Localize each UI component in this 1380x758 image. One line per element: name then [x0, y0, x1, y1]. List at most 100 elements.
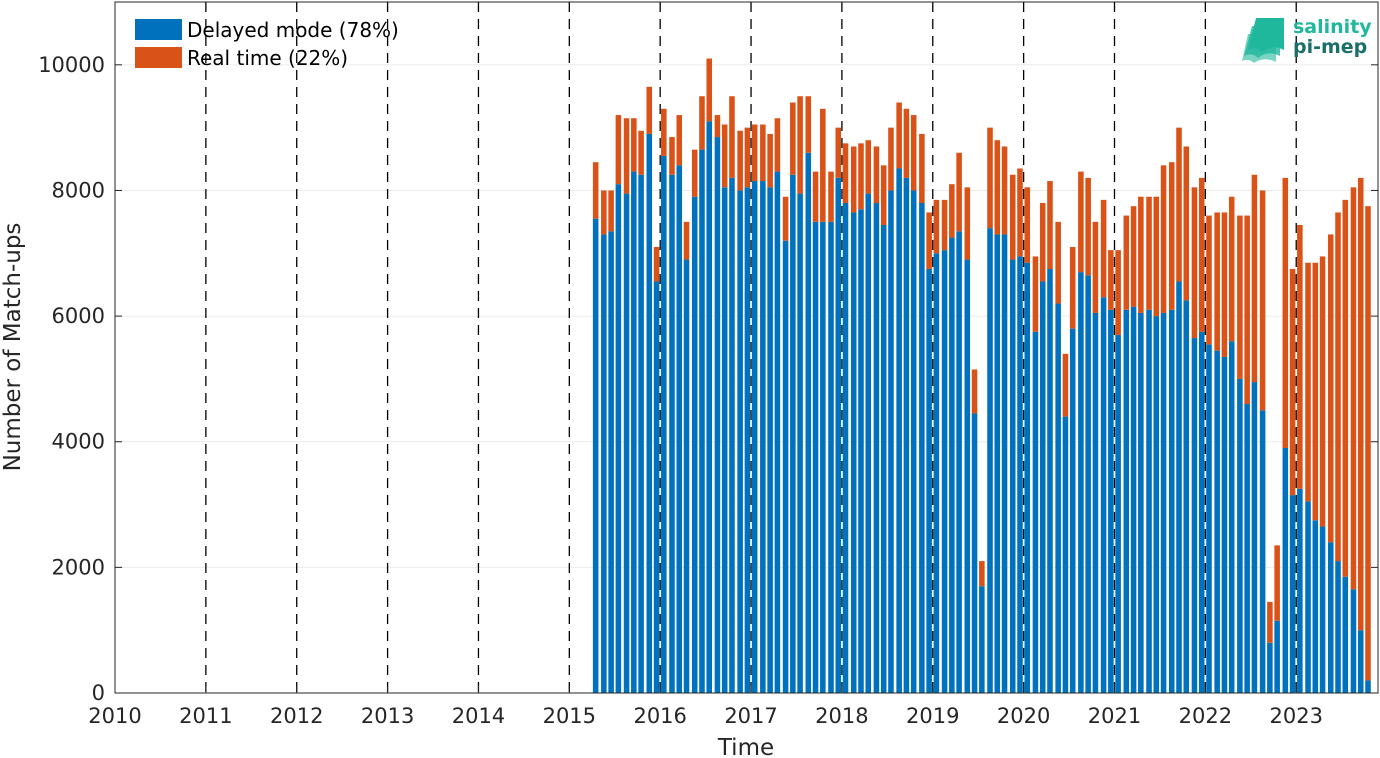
bar-realtime: [706, 58, 713, 122]
bar-delayed: [1130, 306, 1137, 693]
bar-realtime: [1305, 262, 1311, 502]
bar-delayed: [880, 225, 887, 693]
bar-delayed: [1062, 416, 1069, 693]
bar-realtime: [714, 115, 721, 138]
bar-realtime: [865, 140, 872, 194]
bar-realtime: [1357, 177, 1364, 631]
bar-realtime: [842, 143, 849, 204]
bar-realtime: [1168, 162, 1175, 310]
bar-realtime: [850, 146, 857, 213]
bar-realtime: [835, 127, 842, 178]
bar-delayed: [1123, 309, 1130, 693]
bar-delayed: [714, 137, 721, 694]
bar-delayed: [812, 221, 819, 693]
y-tick-label: 10000: [38, 53, 105, 77]
bar-realtime: [1312, 262, 1319, 521]
bar-delayed: [1244, 404, 1250, 693]
y-tick-labels: 0 2000 4000 6000 8000 10000: [38, 53, 105, 705]
bar-realtime: [1055, 221, 1061, 304]
axes: [114, 1, 1379, 694]
bar-delayed: [691, 196, 698, 693]
bar-delayed: [1191, 338, 1198, 693]
y-axis-label: Number of Match-ups: [0, 223, 26, 472]
bar-delayed: [865, 193, 872, 693]
bar-delayed: [964, 259, 971, 693]
bar-realtime: [1069, 246, 1076, 329]
bar-delayed: [1327, 542, 1334, 693]
plot-frame: [114, 1, 1379, 694]
bar-delayed: [979, 586, 985, 693]
bar-delayed: [608, 231, 614, 693]
bar-delayed: [1078, 272, 1084, 693]
bar-realtime: [971, 369, 978, 414]
bar-delayed: [1176, 281, 1182, 693]
bar-delayed: [1198, 331, 1205, 693]
bar-realtime: [1228, 196, 1235, 342]
bar-delayed: [646, 133, 653, 693]
bar-realtime: [1244, 215, 1250, 405]
bar-realtime: [1206, 215, 1212, 345]
bar-realtime: [1001, 146, 1008, 235]
bar-realtime: [615, 115, 622, 185]
bar-realtime: [782, 196, 789, 241]
bar-delayed: [797, 193, 803, 693]
bar-delayed: [1183, 300, 1190, 693]
bar-realtime: [623, 118, 630, 194]
bar-delayed: [1357, 630, 1364, 693]
x-tick-label: 2019: [906, 704, 959, 728]
bar-delayed: [1160, 312, 1167, 693]
bar-delayed: [737, 190, 743, 694]
bar-delayed: [1047, 268, 1053, 693]
bar-realtime: [1047, 181, 1053, 269]
bar-delayed: [790, 174, 796, 693]
bar-delayed: [1100, 297, 1107, 693]
bar-delayed: [1251, 382, 1258, 693]
bar-delayed: [1085, 275, 1091, 693]
bar-delayed: [1009, 259, 1016, 693]
bar-delayed: [941, 250, 948, 693]
x-axis-label: Time: [717, 735, 774, 758]
salinity-pi-mep-logo: salinity pi-mep: [1242, 16, 1372, 63]
bar-realtime: [941, 199, 948, 251]
bar-delayed: [729, 177, 735, 693]
wave-stack-icon: [1242, 18, 1284, 63]
bar-realtime: [1289, 268, 1296, 496]
bar-delayed: [601, 234, 607, 693]
x-tick-label: 2016: [633, 704, 686, 728]
bar-delayed: [1214, 350, 1220, 693]
bar-realtime: [1138, 196, 1144, 313]
bar-realtime: [1282, 177, 1289, 449]
logo-text-pi-mep: pi-mep: [1293, 36, 1367, 58]
bar-realtime: [888, 127, 894, 191]
legend-label-delayed: Delayed mode (78%): [187, 18, 399, 42]
x-tick-label: 2014: [452, 704, 505, 728]
bar-realtime: [1160, 165, 1167, 313]
bar-delayed: [805, 152, 812, 693]
bar-delayed: [1228, 341, 1235, 693]
bar-realtime: [1062, 353, 1069, 417]
legend-swatch-realtime: [135, 47, 182, 68]
bar-realtime: [797, 96, 803, 194]
bar-realtime: [1183, 146, 1190, 301]
bar-delayed: [1092, 312, 1099, 693]
bar-delayed: [1108, 309, 1114, 693]
bar-realtime: [828, 171, 834, 222]
bar-delayed: [888, 190, 894, 694]
bar-realtime: [1274, 545, 1280, 621]
legend: Delayed mode (78%) Real time (22%): [135, 18, 399, 70]
bar-realtime: [1146, 196, 1152, 310]
bar-delayed: [699, 149, 705, 693]
bar-delayed: [1168, 309, 1175, 693]
bar-delayed: [751, 181, 758, 694]
bar-realtime: [1365, 206, 1371, 681]
bar-realtime: [1198, 177, 1205, 332]
bar-delayed: [721, 187, 728, 693]
bar-delayed: [873, 203, 880, 693]
bar-realtime: [1100, 199, 1107, 298]
bar-delayed: [1138, 312, 1144, 693]
bar-delayed: [1024, 262, 1031, 693]
bar-delayed: [933, 253, 940, 694]
bar-realtime: [601, 190, 607, 235]
bar-realtime: [1221, 212, 1228, 357]
